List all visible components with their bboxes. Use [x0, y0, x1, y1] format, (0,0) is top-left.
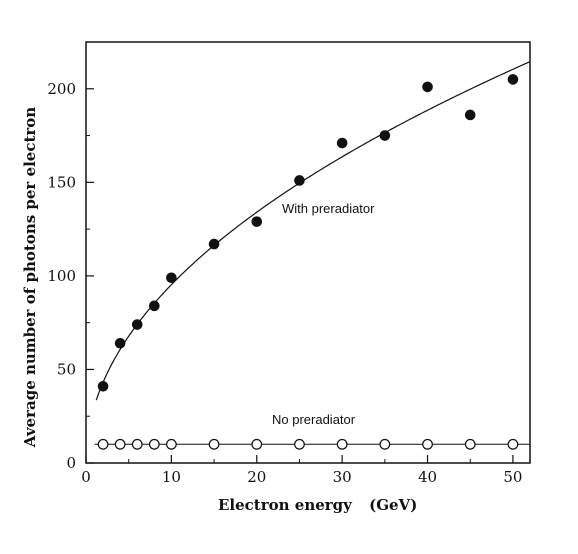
x-tick-label-0: 0 — [81, 468, 91, 486]
point-no-preradiator — [165, 438, 177, 450]
point-with-preradiator — [149, 300, 160, 312]
point-no-preradiator — [114, 438, 126, 450]
plot-frame — [85, 41, 531, 464]
point-with-preradiator — [97, 380, 109, 392]
y-tick-label-150: 150 — [47, 173, 76, 191]
point-no-preradiator — [507, 438, 519, 450]
fit-curve-with-preradiator — [95, 61, 530, 401]
point-with-preradiator — [294, 175, 305, 186]
svg-text:Electron energy (GeV): Electron energy (GeV) — [218, 496, 417, 514]
point-no-preradiator — [251, 438, 263, 450]
y-tick-label-0: 0 — [66, 454, 76, 472]
data-points — [97, 74, 519, 450]
annotation-no-preradiator: No preradiator — [272, 412, 356, 427]
point-with-preradiator — [507, 74, 519, 85]
y-tick-label-200: 200 — [47, 80, 76, 98]
y-axis-label: Average number of photons per electron — [21, 107, 39, 449]
point-with-preradiator — [422, 81, 433, 93]
axis-ticks: 0 10 20 30 40 50 0 50 100 150 200 — [47, 80, 522, 486]
fit-curves — [94, 61, 530, 445]
x-axis-label: Electron energy — [218, 496, 353, 514]
point-no-preradiator — [464, 438, 476, 450]
y-tick-label-50: 50 — [57, 360, 76, 378]
plot-frame-group — [85, 41, 531, 464]
point-with-preradiator — [114, 337, 126, 349]
x-tick-label-40: 40 — [418, 468, 437, 486]
point-no-preradiator — [208, 438, 220, 450]
point-no-preradiator — [422, 438, 433, 450]
point-with-preradiator — [464, 109, 476, 121]
x-axis-unit: (GeV) — [369, 496, 417, 514]
point-no-preradiator — [97, 438, 109, 450]
y-tick-label-100: 100 — [47, 267, 76, 285]
point-with-preradiator — [208, 238, 220, 250]
point-with-preradiator — [336, 137, 348, 149]
point-with-preradiator — [379, 130, 391, 141]
x-tick-label-10: 10 — [162, 468, 181, 486]
point-no-preradiator — [336, 438, 348, 450]
x-tick-label-20: 20 — [247, 468, 266, 486]
x-axis-title: Electron energy (GeV) — [218, 496, 417, 514]
point-with-preradiator — [166, 272, 177, 284]
point-no-preradiator — [379, 438, 391, 450]
annotation-with-preradiator: With preradiator — [282, 201, 375, 216]
point-no-preradiator — [148, 438, 160, 450]
point-no-preradiator — [294, 438, 305, 450]
point-with-preradiator — [251, 216, 263, 227]
x-tick-label-30: 30 — [333, 468, 352, 486]
point-with-preradiator — [131, 319, 143, 330]
x-tick-label-50: 50 — [503, 468, 522, 486]
point-no-preradiator — [131, 438, 143, 450]
